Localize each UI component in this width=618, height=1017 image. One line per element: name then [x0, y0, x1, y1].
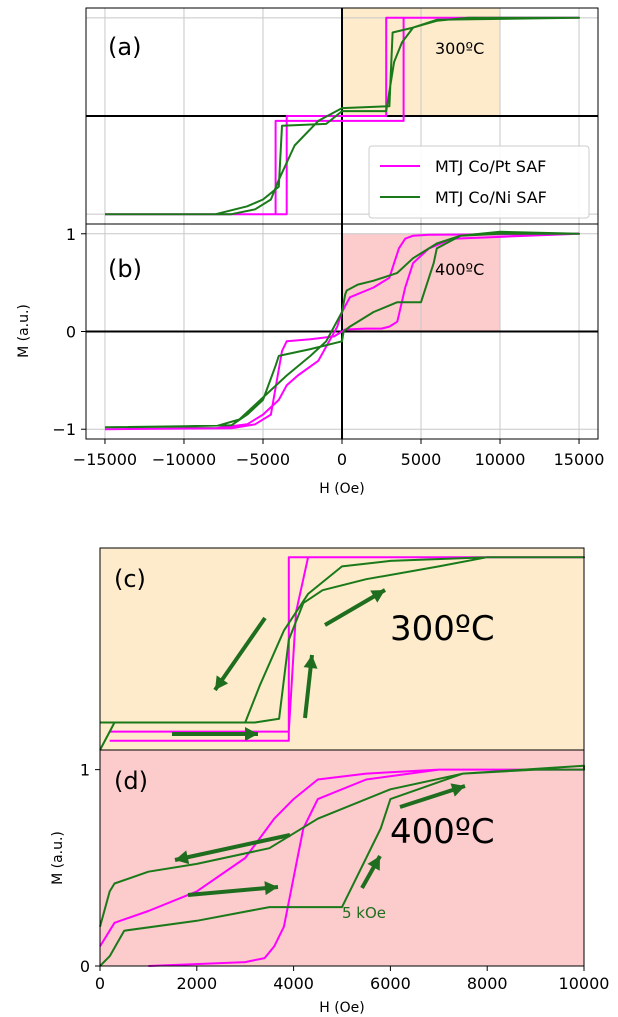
arrow-up-right-head [450, 783, 465, 797]
x-tick-label: −10000 [152, 450, 216, 469]
panel-c-plot [99, 556, 585, 751]
series-line-copt [109, 556, 585, 742]
panel-b-annotation: 400ºC [435, 260, 484, 279]
y-tick-label: 1 [80, 761, 90, 780]
series-line-coni [104, 230, 580, 429]
panel-d-label: (d) [114, 767, 148, 795]
bottom-x-axis-label: H (Oe) [319, 1000, 365, 1016]
top-figure: (a) (b) 300ºC 400ºC MTJ Co/Pt SAF MTJ Co… [16, 7, 605, 497]
bottom-x-ticks: 0 2000 4000 6000 8000 10000 [95, 966, 610, 993]
y-tick-label: 0 [66, 323, 76, 342]
panel-b-plot [86, 224, 598, 439]
series-line-coni [105, 16, 580, 216]
legend-label-coni: MTJ Co/Ni SAF [435, 188, 547, 207]
arrow-up-head [303, 655, 318, 669]
bottom-y-axis-label: M (a.u.) [50, 831, 66, 885]
panel-a-label: (a) [108, 33, 141, 61]
panel-c-arrows [172, 588, 387, 741]
x-tick-label: 4000 [273, 974, 314, 993]
panel-d-arrows [174, 783, 466, 897]
bottom-y-ticks: 10 [80, 761, 100, 976]
panel-d-sub-annotation: 5 kOe [342, 904, 386, 922]
bottom-figure: (c) (d) 300ºC 400ºC 5 kOe 0 2000 4000 6000 8… [50, 547, 610, 1016]
panel-a-plot [86, 8, 598, 224]
arrow-left [174, 833, 291, 862]
panel-c-annotation: 300ºC [390, 609, 495, 649]
x-tick-label: 10000 [475, 450, 526, 469]
x-tick-label: 0 [337, 450, 347, 469]
y-tick-label: −1 [52, 420, 76, 439]
x-tick-label: 6000 [370, 974, 411, 993]
legend-box [368, 145, 590, 219]
top-x-axis-label: H (Oe) [319, 481, 365, 497]
arrow-down-left [213, 616, 267, 692]
legend: MTJ Co/Pt SAF MTJ Co/Ni SAF [368, 145, 590, 219]
arrow-up-head [367, 856, 380, 871]
arrow-right [187, 885, 279, 897]
panel-c-background [100, 548, 584, 750]
top-y-ticks: 1 0 −1 [52, 225, 86, 439]
arrow-up-right-head [370, 590, 385, 603]
x-tick-label: −5000 [236, 450, 290, 469]
panel-b-label: (b) [108, 255, 142, 283]
arrow-right-head [264, 881, 278, 896]
x-tick-label: 5000 [401, 450, 442, 469]
arrow-left-head [175, 850, 190, 865]
y-tick-label: 1 [66, 225, 76, 244]
legend-label-copt: MTJ Co/Pt SAF [435, 157, 546, 176]
x-tick-label: −15000 [73, 450, 137, 469]
x-tick-label: 10000 [559, 974, 610, 993]
series-line-coni [99, 556, 585, 751]
arrow-down-left-head [215, 675, 229, 690]
panel-a-annotation: 300ºC [435, 39, 484, 58]
top-y-axis-label: M (a.u.) [16, 304, 32, 358]
panel-d-background [100, 750, 584, 966]
top-x-ticks: −15000 −10000 −5000 0 5000 10000 15000 [73, 439, 605, 469]
y-tick-label: 0 [80, 957, 90, 976]
x-tick-label: 15000 [554, 450, 605, 469]
x-tick-label: 8000 [467, 974, 508, 993]
panel-d-annotation: 400ºC [390, 812, 495, 852]
x-tick-label: 0 [95, 974, 105, 993]
arrow-right-head [245, 727, 258, 741]
panel-d-frame [99, 749, 585, 967]
panel-c-label: (c) [114, 565, 146, 593]
x-tick-label: 2000 [176, 974, 217, 993]
